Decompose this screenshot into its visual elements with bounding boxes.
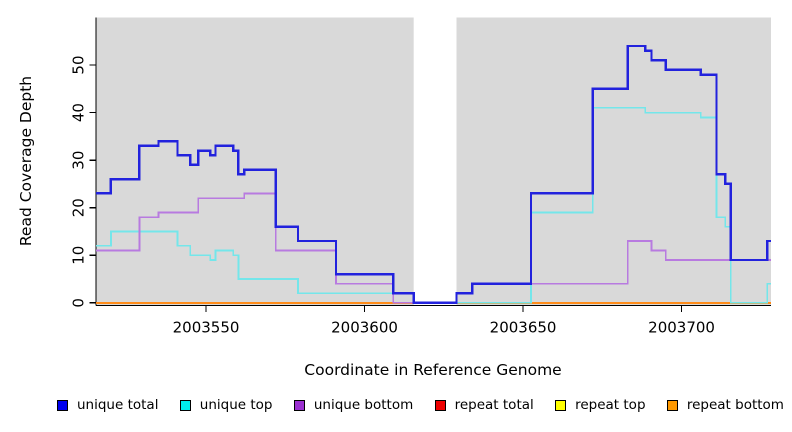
- x-tick-label-2003650: 2003650: [490, 319, 557, 337]
- legend-label-unique-bottom: unique bottom: [313, 397, 414, 413]
- y-tick-label-30: 30: [70, 151, 88, 170]
- legend-label-unique-top: unique top: [199, 397, 273, 413]
- legend-item-repeat-total: repeat total: [434, 397, 534, 413]
- legend: unique total unique top unique bottom repea…: [57, 397, 784, 413]
- x-axis-title: Coordinate in Reference Genome: [304, 361, 561, 379]
- legend-label-repeat-total: repeat total: [454, 397, 534, 413]
- legend-swatch-unique-bottom: [293, 399, 305, 411]
- series-line-unique-total: [96, 44, 771, 304]
- legend-swatch-unique-top: [179, 399, 191, 411]
- legend-label-unique-total: unique total: [77, 397, 159, 413]
- series-line-unique-bottom: [96, 192, 771, 304]
- legend-swatch-repeat-top: [555, 399, 567, 411]
- legend-label-repeat-top: repeat top: [575, 397, 646, 413]
- legend-swatch-repeat-bottom: [666, 399, 678, 411]
- legend-item-unique-bottom: unique bottom: [293, 397, 414, 413]
- x-tick-label-2003700: 2003700: [648, 319, 715, 337]
- y-tick-label-20: 20: [70, 198, 88, 217]
- y-tick-label-0: 0: [70, 298, 88, 308]
- y-tick-label-10: 10: [70, 246, 88, 265]
- y-tick-label-50: 50: [70, 56, 88, 75]
- legend-swatch-unique-total: [57, 399, 68, 411]
- x-tick-label-2003600: 2003600: [331, 319, 398, 337]
- legend-swatch-repeat-total: [434, 399, 446, 411]
- legend-item-unique-total: unique total: [57, 397, 158, 413]
- y-tick-label-40: 40: [70, 103, 88, 122]
- legend-item-repeat-bottom: repeat bottom: [666, 397, 784, 413]
- coverage-chart: 2003550 2003600 2003650 200370001020304050 …: [17, 17, 771, 379]
- legend-item-repeat-top: repeat top: [555, 397, 646, 413]
- legend-item-unique-top: unique top: [179, 397, 273, 413]
- x-tick-label-2003550: 2003550: [173, 319, 240, 337]
- legend-label-repeat-bottom: repeat bottom: [686, 397, 784, 413]
- no-data-gap-band: [413, 17, 457, 306]
- y-axis-title: Read Coverage Depth: [17, 76, 35, 246]
